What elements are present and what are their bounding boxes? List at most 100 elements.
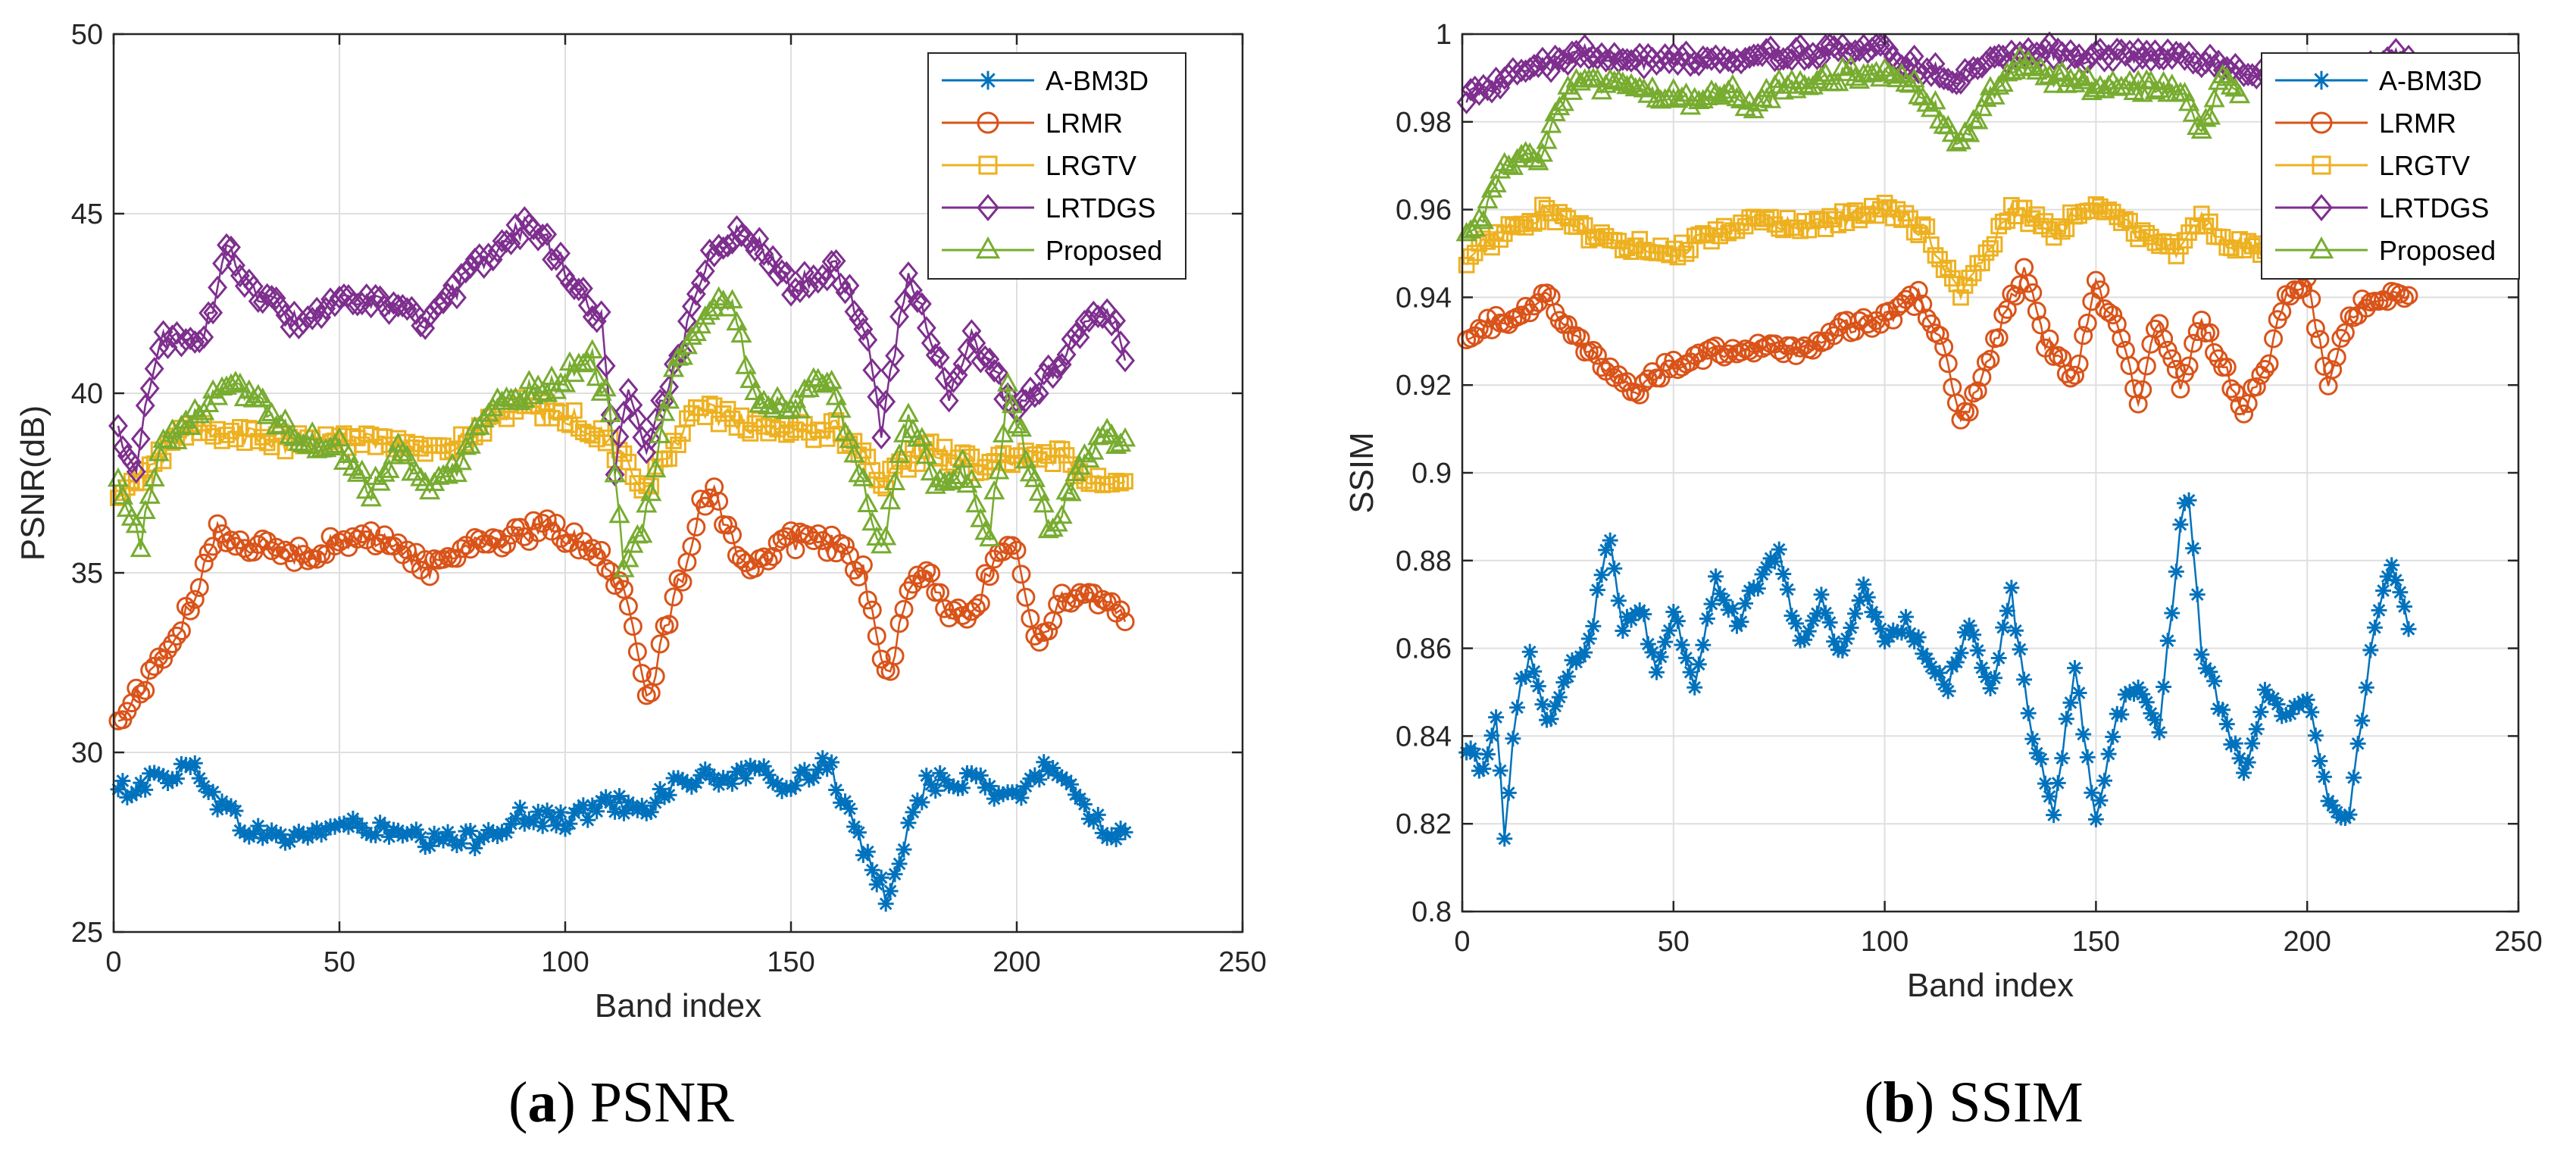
data-point-lrgtv-110 [1923, 236, 1940, 253]
data-point-a-bm3d-192 [2269, 696, 2286, 713]
data-point-a-bm3d-69 [421, 837, 438, 854]
data-point-a-bm3d-222 [2396, 599, 2412, 615]
data-point-a-bm3d-126 [1990, 650, 2007, 666]
data-point-lrtdgs-1 [112, 435, 133, 459]
data-point-a-bm3d-144 [2067, 660, 2083, 677]
ssim-xtick-label-200: 200 [2283, 926, 2331, 958]
legend-marker-lrgtv [2312, 155, 2331, 175]
data-point-lrmr-176 [903, 574, 923, 594]
psnr-xtick-label-200: 200 [993, 946, 1040, 978]
data-point-proposed-69 [1747, 92, 1769, 112]
data-point-a-bm3d-201 [2307, 727, 2324, 744]
data-point-a-bm3d-172 [2185, 540, 2202, 557]
data-point-lrgtv-92 [1846, 202, 1864, 219]
data-point-a-bm3d-187 [955, 780, 971, 796]
data-point-a-bm3d-128 [688, 774, 705, 791]
data-point-a-bm3d-191 [2265, 690, 2282, 706]
data-point-lrtdgs-41 [293, 311, 314, 335]
data-point-a-bm3d-103 [1893, 624, 1910, 641]
data-point-lrtdgs-136 [722, 230, 742, 255]
data-point-lrtdgs-148 [777, 261, 796, 285]
data-point-proposed-61 [383, 445, 405, 464]
data-point-proposed-44 [1641, 76, 1664, 95]
data-point-lrgtv-16 [1525, 215, 1543, 232]
data-point-a-bm3d-83 [1809, 605, 1825, 622]
data-point-lrmr-72 [433, 549, 453, 569]
data-point-proposed-172 [2182, 102, 2204, 122]
data-point-lrgtv-148 [778, 426, 795, 443]
data-point-proposed-6 [134, 499, 156, 519]
data-point-lrtdgs-43 [302, 306, 323, 330]
series-proposed [107, 286, 1136, 577]
data-point-a-bm3d-43 [1640, 636, 1656, 652]
data-point-lrmr-44 [307, 549, 327, 569]
data-point-lrtdgs-222 [1111, 330, 1131, 355]
data-point-lrtdgs-144 [2065, 45, 2085, 70]
data-point-lrgtv-80 [1796, 212, 1813, 230]
data-point-a-bm3d-135 [2028, 745, 2045, 762]
data-point-lrgtv-182 [2227, 242, 2244, 259]
data-point-a-bm3d-146 [769, 775, 786, 792]
data-point-a-bm3d-90 [1838, 630, 1855, 647]
data-point-proposed-176 [2199, 105, 2221, 125]
data-point-lrtdgs-5 [130, 427, 151, 451]
data-point-a-bm3d-46 [1652, 649, 1669, 665]
data-point-a-bm3d-221 [2392, 584, 2409, 601]
series-a-bm3d [1458, 492, 2417, 847]
data-point-lrmr-136 [2031, 315, 2051, 335]
data-point-proposed-1 [111, 485, 134, 505]
data-point-proposed-109 [1916, 92, 1938, 112]
data-point-a-bm3d-217 [2375, 582, 2392, 599]
data-point-a-bm3d-121 [656, 789, 673, 805]
data-point-lrtdgs-72 [1761, 35, 1781, 59]
data-point-a-bm3d-44 [1644, 644, 1661, 661]
data-point-a-bm3d-122 [1974, 659, 1990, 676]
data-point-proposed-179 [915, 444, 937, 464]
data-point-a-bm3d-166 [859, 843, 876, 860]
data-point-lrtdgs-102 [568, 277, 589, 302]
data-point-lrgtv-84 [1813, 211, 1830, 228]
legend-label-proposed: Proposed [1046, 235, 1162, 266]
data-point-a-bm3d-195 [2282, 705, 2299, 722]
ssim-xtick-label-150: 150 [2072, 926, 2120, 958]
legend-label-lrgtv: LRGTV [1046, 150, 1136, 181]
data-point-proposed-58 [1700, 79, 1723, 99]
data-point-lrgtv-5 [1479, 233, 1496, 250]
data-point-lrtdgs-80 [469, 243, 489, 267]
series-lrmr [108, 477, 1135, 730]
data-point-proposed-195 [988, 459, 1010, 480]
data-point-proposed-10 [1498, 154, 1520, 174]
data-point-proposed-163 [843, 443, 865, 463]
data-point-lrtdgs-208 [1047, 355, 1068, 380]
psnr-ytick-label-3: 40 [71, 378, 103, 410]
data-point-lrgtv-6 [136, 474, 154, 491]
data-point-lrmr-95 [537, 509, 557, 529]
data-point-lrtdgs-30 [1583, 45, 1603, 69]
data-point-lrmr-171 [2179, 356, 2199, 376]
data-point-lrmr-143 [2061, 368, 2080, 388]
data-point-a-bm3d-50 [1669, 613, 1686, 630]
data-point-lrtdgs-190 [966, 331, 986, 355]
data-point-a-bm3d-75 [1775, 565, 1792, 582]
data-point-lrmr-192 [975, 564, 995, 583]
data-point-lrmr-62 [1718, 344, 1738, 364]
data-point-a-bm3d-168 [2168, 563, 2184, 580]
data-point-a-bm3d-41 [295, 827, 311, 844]
data-point-a-bm3d-42 [1636, 606, 1652, 623]
data-point-a-bm3d-196 [995, 786, 1011, 802]
data-point-proposed-210 [1055, 480, 1077, 500]
data-point-lrgtv-136 [724, 410, 741, 427]
data-point-lrgtv-26 [1568, 218, 1585, 236]
data-point-a-bm3d-140 [742, 758, 758, 774]
data-point-lrgtv-27 [1572, 214, 1589, 232]
data-point-lrmr-157 [818, 543, 837, 562]
psnr-ylabel: PSNR(dB) [14, 405, 52, 561]
data-point-lrtdgs-149 [781, 283, 801, 307]
data-point-lrtdgs-187 [952, 352, 973, 376]
data-point-lrmr-180 [2217, 358, 2237, 377]
data-point-lrmr-133 [2018, 274, 2038, 293]
data-point-lrgtv-75 [1774, 221, 1792, 239]
data-point-proposed-189 [961, 468, 983, 488]
ssim-chart: 0 50 100 150 200 250 0.8 0.82 0.84 0.86 0.88 0.9 0.9… [1343, 19, 2543, 1004]
data-point-a-bm3d-89 [511, 799, 528, 816]
